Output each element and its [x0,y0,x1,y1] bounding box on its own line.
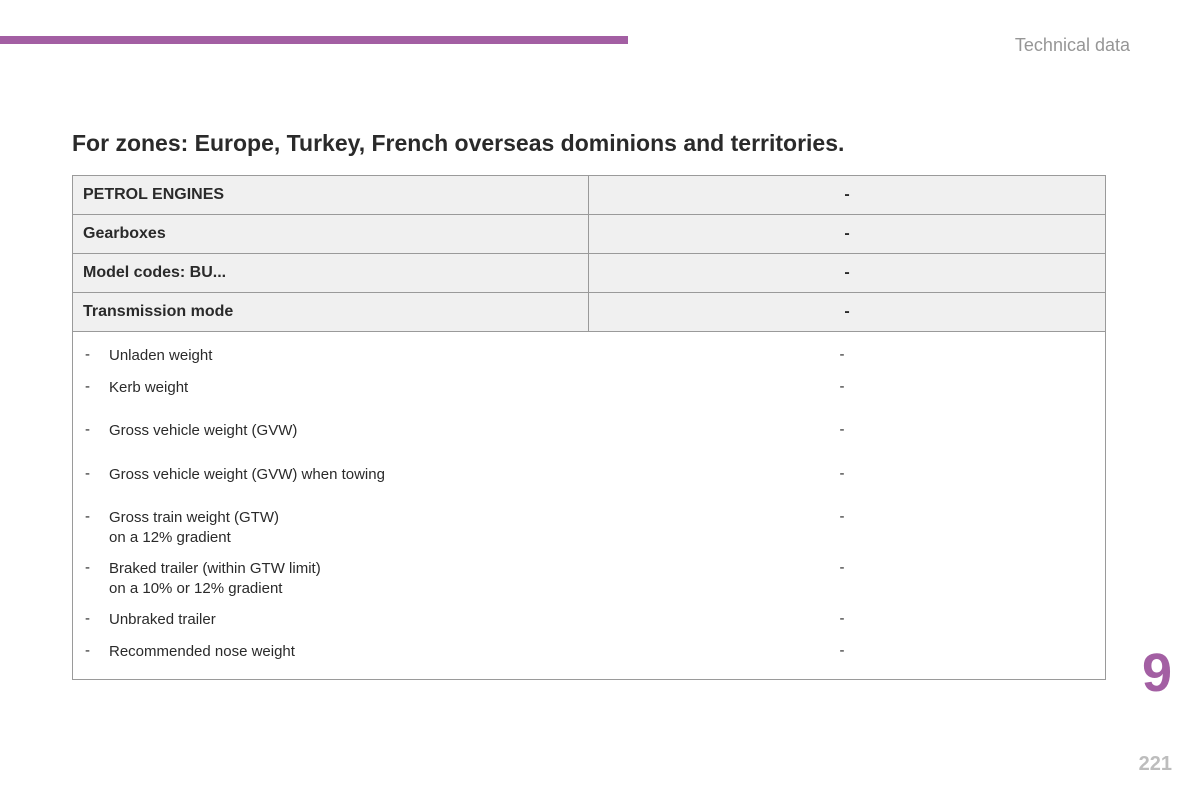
table-header-label: Model codes: BU... [73,254,589,293]
row-bullet: - [83,465,109,482]
table-row: -Braked trailer (within GTW limit) on a … [83,553,1095,604]
table-row: -Kerb weight- [83,372,1095,404]
table-header-label: Transmission mode [73,293,589,332]
row-label: Recommended nose weight [109,642,589,662]
row-bullet: - [83,378,109,395]
table-header-label: Gearboxes [73,215,589,254]
row-label: Gross train weight (GTW) on a 12% gradie… [109,508,589,547]
spec-table: PETROL ENGINES-Gearboxes-Model codes: BU… [72,175,1106,680]
row-bullet: - [83,421,109,438]
row-label: Kerb weight [109,378,589,398]
table-header-value: - [589,293,1106,332]
table-header-row: Gearboxes- [73,215,1106,254]
row-value: - [589,378,1095,395]
row-label: Unladen weight [109,346,589,366]
row-bullet: - [83,346,109,363]
row-bullet: - [83,508,109,525]
table-row: -Unbraked trailer- [83,604,1095,636]
section-heading: Technical data [1015,35,1130,56]
row-label: Gross vehicle weight (GVW) [109,421,589,441]
table-header-value: - [589,176,1106,215]
table-header-row: Model codes: BU...- [73,254,1106,293]
table-header-row: PETROL ENGINES- [73,176,1106,215]
accent-bar [0,36,628,44]
row-value: - [589,559,1095,576]
row-value: - [589,465,1095,482]
page-content: For zones: Europe, Turkey, French overse… [72,130,1106,680]
row-value: - [589,610,1095,627]
chapter-number: 9 [1142,642,1172,704]
table-header-value: - [589,215,1106,254]
row-label: Braked trailer (within GTW limit) on a 1… [109,559,589,598]
row-value: - [589,421,1095,438]
table-header-row: Transmission mode- [73,293,1106,332]
row-bullet: - [83,610,109,627]
row-label: Unbraked trailer [109,610,589,630]
row-bullet: - [83,642,109,659]
row-value: - [589,346,1095,363]
row-value: - [589,642,1095,659]
table-row: -Gross train weight (GTW) on a 12% gradi… [83,490,1095,553]
row-value: - [589,508,1095,525]
table-row: -Gross vehicle weight (GVW)- [83,403,1095,447]
table-row: -Gross vehicle weight (GVW) when towing- [83,447,1095,491]
row-bullet: - [83,559,109,576]
page-number: 221 [1139,753,1172,776]
page-title: For zones: Europe, Turkey, French overse… [72,130,1106,157]
table-header-label: PETROL ENGINES [73,176,589,215]
table-header-value: - [589,254,1106,293]
table-row: -Unladen weight- [83,340,1095,372]
table-row: -Recommended nose weight- [83,636,1095,668]
row-label: Gross vehicle weight (GVW) when towing [109,465,589,485]
